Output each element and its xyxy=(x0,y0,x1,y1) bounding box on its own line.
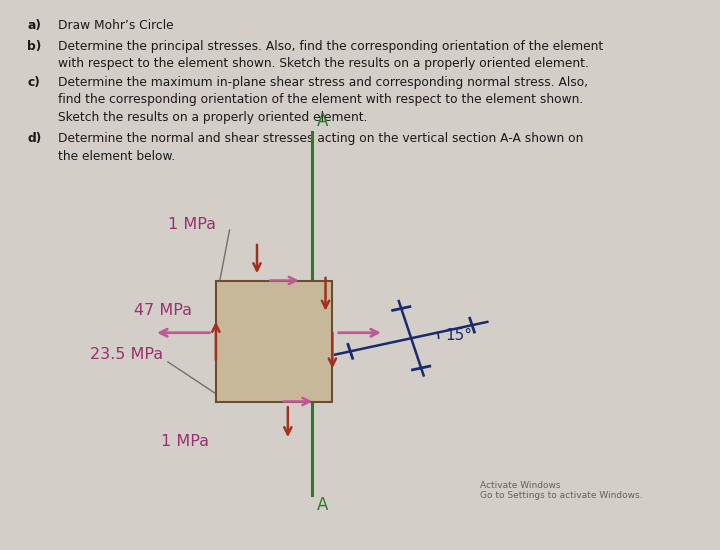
Text: 23.5 MPa: 23.5 MPa xyxy=(91,347,163,362)
Text: Determine the normal and shear stresses acting on the vertical section A-A shown: Determine the normal and shear stresses … xyxy=(58,132,584,145)
Text: c): c) xyxy=(27,76,40,89)
Text: d): d) xyxy=(27,132,42,145)
Text: the element below.: the element below. xyxy=(58,150,176,163)
Text: Determine the principal stresses. Also, find the corresponding orientation of th: Determine the principal stresses. Also, … xyxy=(58,40,603,53)
Polygon shape xyxy=(216,280,333,402)
Text: A: A xyxy=(318,112,328,130)
Text: a): a) xyxy=(27,19,41,32)
Text: Activate Windows
Go to Settings to activate Windows.: Activate Windows Go to Settings to activ… xyxy=(480,481,642,500)
Text: A: A xyxy=(318,496,328,514)
Text: Draw Mohr’s Circle: Draw Mohr’s Circle xyxy=(58,19,174,32)
Text: 47 MPa: 47 MPa xyxy=(134,303,192,318)
Text: with respect to the element shown. Sketch the results on a properly oriented ele: with respect to the element shown. Sketc… xyxy=(58,57,589,70)
Text: Sketch the results on a properly oriented element.: Sketch the results on a properly oriente… xyxy=(58,111,368,124)
Text: find the corresponding orientation of the element with respect to the element sh: find the corresponding orientation of th… xyxy=(58,94,583,107)
Text: b): b) xyxy=(27,40,42,53)
Text: 15°: 15° xyxy=(446,328,472,343)
Text: 1 MPa: 1 MPa xyxy=(168,217,216,232)
Text: 1 MPa: 1 MPa xyxy=(161,433,209,449)
Text: Determine the maximum in-plane shear stress and corresponding normal stress. Als: Determine the maximum in-plane shear str… xyxy=(58,76,588,89)
